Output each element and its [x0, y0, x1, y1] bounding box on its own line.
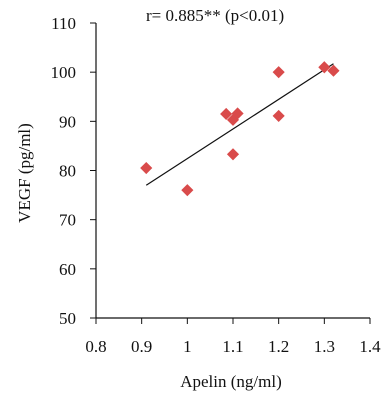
trendline-layer — [145, 63, 334, 186]
y-tick-label-60: 60 — [59, 260, 76, 279]
data-point-5 — [226, 148, 240, 161]
data-point-10 — [327, 64, 340, 77]
correlation-annotation: r= 0.885** (p<0.01) — [146, 6, 284, 25]
y-axis-title: VEGF (pg/ml) — [15, 123, 34, 223]
data-point-1 — [140, 161, 153, 175]
regression-line — [145, 63, 334, 186]
y-tick-label-70: 70 — [59, 211, 76, 230]
data-point-8 — [272, 109, 285, 122]
x-tick-label-0.9: 0.9 — [131, 337, 152, 356]
x-tick-label-1.1: 1.1 — [222, 337, 243, 356]
y-tick-label-50: 50 — [59, 309, 76, 328]
data-point-3 — [220, 107, 233, 121]
x-tick-label-1.3: 1.3 — [314, 337, 335, 356]
x-tick-label-1.2: 1.2 — [268, 337, 289, 356]
x-tick-label-0.8: 0.8 — [85, 337, 106, 356]
annotation-layer: r= 0.885** (p<0.01) — [146, 6, 284, 25]
x-axis-title: Apelin (ng/ml) — [180, 372, 282, 391]
x-tick-label-1.4: 1.4 — [359, 337, 381, 356]
y-tick-label-100: 100 — [51, 63, 77, 82]
y-tick-label-80: 80 — [59, 162, 76, 181]
y-tick-label-90: 90 — [59, 112, 76, 131]
x-tick-label-1: 1 — [183, 337, 192, 356]
axis-labels-layer: Apelin (ng/ml) VEGF (pg/ml) — [15, 123, 282, 391]
data-point-7 — [272, 66, 285, 79]
data-point-2 — [181, 184, 194, 197]
y-tick-label-110: 110 — [51, 14, 76, 33]
ticks-layer: 0.8 0.9 1 1.1 1.2 1.3 1.4 50 60 70 80 90 100 110 — [51, 14, 382, 356]
data-point-6 — [231, 107, 244, 120]
points-layer — [140, 61, 340, 197]
data-point-9 — [318, 61, 331, 74]
